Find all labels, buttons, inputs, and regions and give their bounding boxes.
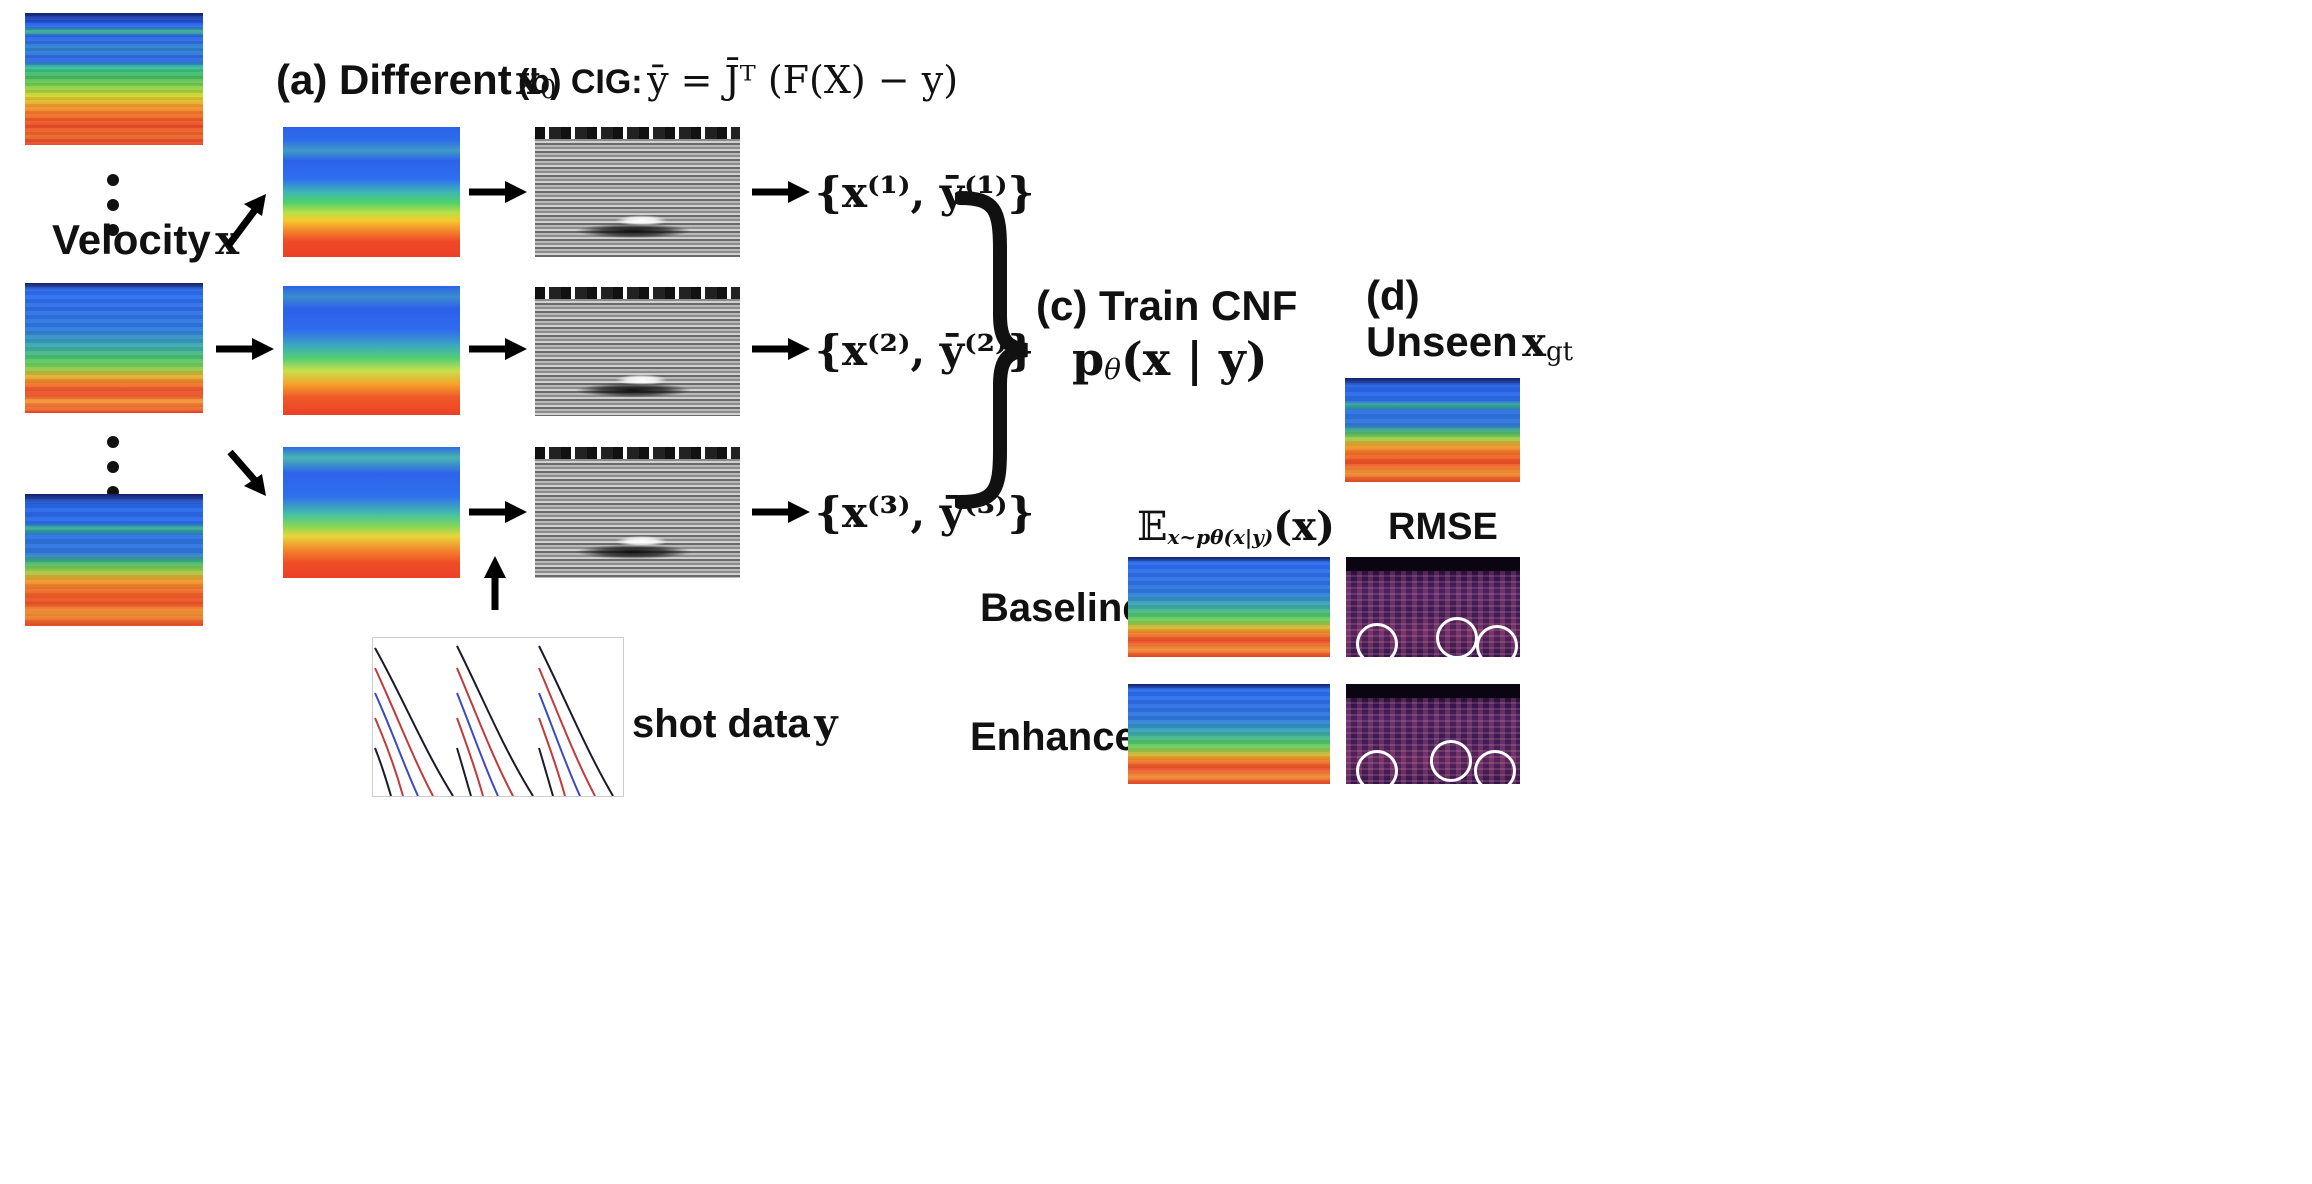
arrow-to-pair-1	[752, 181, 810, 203]
ellipsis-dots-top	[107, 174, 121, 249]
velocity-text: Velocity	[52, 216, 211, 263]
baseline-rmse-map	[1346, 557, 1520, 657]
arrow-to-cig-2	[469, 338, 527, 360]
expectation-subscript: x~pθ(x|y)	[1167, 525, 1274, 550]
panel-a-symbol: x	[516, 57, 540, 104]
highlight-circle	[1436, 617, 1478, 657]
panel-a-title: (a) Different x0	[276, 56, 557, 105]
panel-a-subscript: 0	[540, 75, 557, 106]
arrow-to-cig-1	[469, 181, 527, 203]
cnf-theta: θ	[1104, 353, 1122, 387]
panel-a-text: (a) Different	[276, 56, 512, 103]
arrow-up-right	[225, 194, 266, 249]
ground-truth-model	[1345, 378, 1520, 482]
velocity-label: Velocity x	[52, 216, 239, 264]
posterior-mean-label: 𝔼x~pθ(x|y)(x)	[1137, 503, 1335, 550]
highlight-circle	[1476, 625, 1518, 657]
cig-image-1	[535, 127, 740, 257]
panel-c-title: (c) Train CNF	[1036, 282, 1298, 329]
shot-gather-2	[456, 645, 534, 796]
enhanced-posterior-mean	[1128, 684, 1330, 784]
velocity-symbol: x	[215, 217, 240, 264]
baseline-label: Baseline	[980, 586, 1145, 630]
unseen-text: Unseen	[1366, 318, 1518, 365]
cnf-conditional: (x | y)	[1121, 332, 1268, 386]
initial-model-3	[283, 447, 460, 578]
arrow-to-pair-3	[752, 501, 810, 523]
highlight-circle	[1356, 750, 1398, 784]
arrow-up-from-shot	[484, 556, 506, 610]
shot-gather-3	[538, 645, 614, 796]
arrow-to-cig-3	[469, 501, 527, 523]
shot-data-image	[372, 637, 624, 797]
panel-b-title: (b) CIG: ȳ = J̄ᵀ (F(X) − y)	[518, 58, 958, 102]
panel-b-text: (b) CIG:	[518, 63, 643, 101]
baseline-posterior-mean	[1128, 557, 1330, 657]
shot-data-label: shot data y	[632, 700, 838, 747]
arrow-right-mid	[216, 338, 274, 360]
shot-gather-1	[374, 647, 454, 796]
velocity-model-1	[25, 13, 203, 145]
cnf-p: p	[1072, 332, 1105, 386]
highlight-circle	[1474, 750, 1516, 784]
shot-data-symbol: y	[814, 700, 838, 747]
arrow-down-right	[227, 449, 266, 496]
panel-d-title: (d)	[1366, 272, 1420, 319]
cig-image-3	[535, 447, 740, 578]
velocity-model-2	[25, 283, 203, 413]
unseen-symbol: x	[1522, 319, 1547, 366]
initial-model-2	[283, 286, 460, 415]
expectation-arg: (x)	[1273, 503, 1335, 550]
highlight-circle	[1430, 740, 1472, 782]
expectation-E: 𝔼	[1137, 504, 1168, 550]
unseen-subscript: gt	[1546, 337, 1574, 368]
highlight-circle	[1356, 623, 1398, 657]
panel-d-subtitle: Unseen xgt	[1366, 318, 1573, 367]
panel-c-formula: pθ(x | y)	[1072, 332, 1267, 386]
arrow-to-pair-2	[752, 338, 810, 360]
enhanced-rmse-map	[1346, 684, 1520, 784]
panel-b-formula: ȳ = J̄ᵀ (F(X) − y)	[647, 58, 959, 102]
curly-brace	[955, 191, 1028, 509]
initial-model-1	[283, 127, 460, 257]
rmse-header: RMSE	[1388, 506, 1498, 548]
cig-image-2	[535, 287, 740, 416]
shot-data-text: shot data	[632, 702, 810, 746]
velocity-model-3	[25, 494, 203, 626]
